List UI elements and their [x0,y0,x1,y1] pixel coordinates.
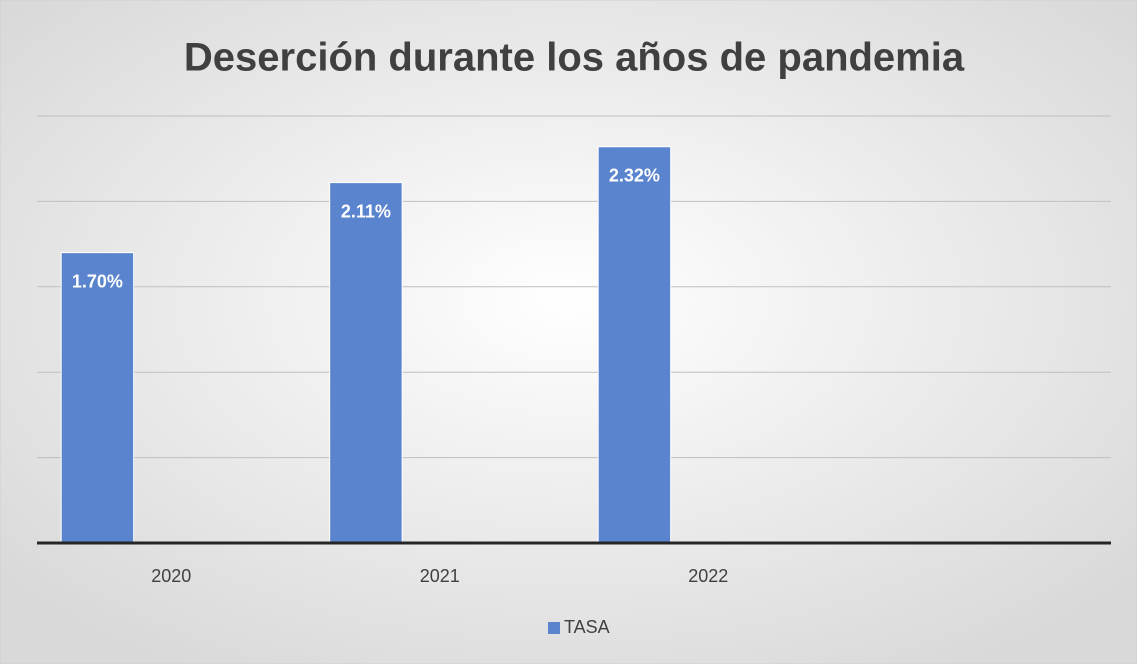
bar [597,146,672,544]
data-label: 1.70% [72,271,123,291]
legend-swatch [548,622,560,634]
x-tick-label: 2021 [420,566,460,586]
data-label: 2.11% [341,201,391,221]
chart-title: Deserción durante los años de pandemia [184,36,965,80]
bar [60,252,135,544]
bar [329,182,403,544]
legend-label: TASA [564,617,610,637]
data-label: 2.32% [609,165,660,185]
x-tick-label: 2020 [151,566,191,586]
x-tick-label: 2022 [688,566,728,586]
